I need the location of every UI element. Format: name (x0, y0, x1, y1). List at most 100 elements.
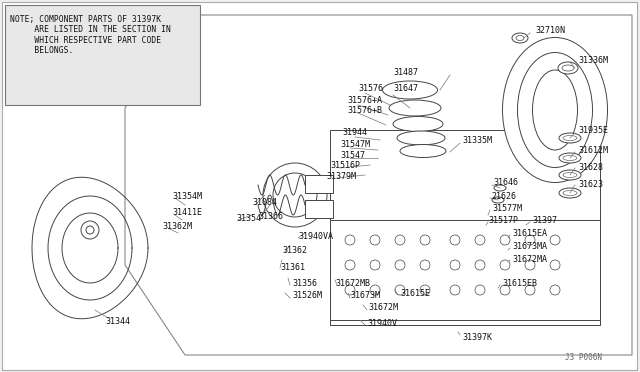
Circle shape (500, 235, 510, 245)
Ellipse shape (563, 190, 577, 196)
Text: J3 P006N: J3 P006N (565, 353, 602, 362)
Ellipse shape (558, 62, 578, 74)
Circle shape (395, 260, 405, 270)
Ellipse shape (559, 188, 581, 198)
Text: 31354M: 31354M (172, 192, 202, 201)
Circle shape (525, 260, 535, 270)
Text: 31576+B: 31576+B (347, 106, 382, 115)
Circle shape (370, 235, 380, 245)
Bar (330, 130, 600, 325)
Text: 31516P: 31516P (330, 160, 360, 170)
Text: 31335M: 31335M (462, 135, 492, 144)
Text: 31517P: 31517P (488, 215, 518, 224)
Text: 31411E: 31411E (172, 208, 202, 217)
Text: 31362: 31362 (282, 246, 307, 254)
Circle shape (370, 285, 380, 295)
Text: 31623: 31623 (578, 180, 603, 189)
Text: 31615EA: 31615EA (512, 228, 547, 237)
Circle shape (550, 285, 560, 295)
Circle shape (475, 260, 485, 270)
Circle shape (500, 285, 510, 295)
Text: 31576+A: 31576+A (347, 96, 382, 105)
Circle shape (475, 285, 485, 295)
Circle shape (420, 260, 430, 270)
Text: 31576: 31576 (358, 83, 383, 93)
Text: 31547: 31547 (340, 151, 365, 160)
Circle shape (550, 260, 560, 270)
Circle shape (525, 235, 535, 245)
Text: 31672MA: 31672MA (512, 254, 547, 263)
Text: 31547M: 31547M (340, 140, 370, 148)
Text: 31612M: 31612M (578, 145, 608, 154)
Text: 31379M: 31379M (326, 171, 356, 180)
Text: 31577M: 31577M (492, 203, 522, 212)
Circle shape (81, 221, 99, 239)
Bar (330, 220, 600, 320)
Circle shape (525, 285, 535, 295)
Circle shape (86, 226, 94, 234)
Text: 31397K: 31397K (462, 334, 492, 343)
Ellipse shape (512, 33, 528, 43)
Circle shape (450, 285, 460, 295)
Text: 31397: 31397 (532, 215, 557, 224)
Circle shape (420, 235, 430, 245)
Text: 31940V: 31940V (367, 318, 397, 327)
Ellipse shape (559, 170, 581, 180)
Ellipse shape (389, 100, 441, 116)
Text: 31672MB: 31672MB (335, 279, 370, 288)
Bar (5, 5, 200, 105)
Text: 31354: 31354 (236, 214, 261, 222)
Ellipse shape (492, 197, 504, 203)
Circle shape (263, 163, 327, 227)
Ellipse shape (393, 116, 443, 131)
Ellipse shape (563, 135, 577, 141)
Text: 31084: 31084 (252, 198, 277, 206)
Text: 31615E: 31615E (400, 289, 430, 298)
Ellipse shape (516, 35, 524, 41)
Text: NOTE; COMPONENT PARTS OF 31397K
     ARE LISTED IN THE SECTION IN
     WHICH RES: NOTE; COMPONENT PARTS OF 31397K ARE LIST… (10, 15, 171, 55)
Circle shape (450, 260, 460, 270)
Circle shape (273, 173, 317, 217)
Circle shape (450, 235, 460, 245)
Text: 31944: 31944 (342, 128, 367, 137)
Text: 31940VA: 31940VA (298, 231, 333, 241)
Text: 31362M: 31362M (162, 221, 192, 231)
Text: 31935E: 31935E (578, 125, 608, 135)
Circle shape (550, 235, 560, 245)
Ellipse shape (400, 144, 446, 157)
Text: 31344: 31344 (105, 317, 130, 327)
Circle shape (500, 260, 510, 270)
Text: 31356: 31356 (292, 279, 317, 288)
Text: 31672M: 31672M (368, 304, 398, 312)
Text: 31487: 31487 (393, 67, 418, 77)
Ellipse shape (397, 131, 445, 145)
Ellipse shape (383, 81, 438, 99)
Circle shape (345, 260, 355, 270)
Circle shape (395, 235, 405, 245)
Text: 21626: 21626 (491, 192, 516, 201)
Text: 31615EB: 31615EB (502, 279, 537, 288)
Ellipse shape (563, 173, 577, 177)
Text: 31628: 31628 (578, 163, 603, 171)
Text: 31336M: 31336M (578, 55, 608, 64)
Circle shape (345, 285, 355, 295)
Circle shape (370, 260, 380, 270)
Text: 31361: 31361 (280, 263, 305, 273)
Ellipse shape (559, 133, 581, 143)
Text: 31526M: 31526M (292, 292, 322, 301)
Bar (305, 175, 333, 193)
Circle shape (395, 285, 405, 295)
Ellipse shape (518, 52, 593, 167)
Text: 31673M: 31673M (350, 292, 380, 301)
Circle shape (420, 285, 430, 295)
Text: 31646: 31646 (493, 177, 518, 186)
Text: 32710N: 32710N (535, 26, 565, 35)
Text: 31673MA: 31673MA (512, 241, 547, 250)
Ellipse shape (563, 155, 577, 160)
Text: 31647: 31647 (393, 83, 418, 93)
Text: 31366: 31366 (258, 212, 283, 221)
Ellipse shape (502, 38, 607, 183)
Circle shape (345, 235, 355, 245)
Ellipse shape (532, 70, 577, 150)
Ellipse shape (494, 185, 506, 191)
